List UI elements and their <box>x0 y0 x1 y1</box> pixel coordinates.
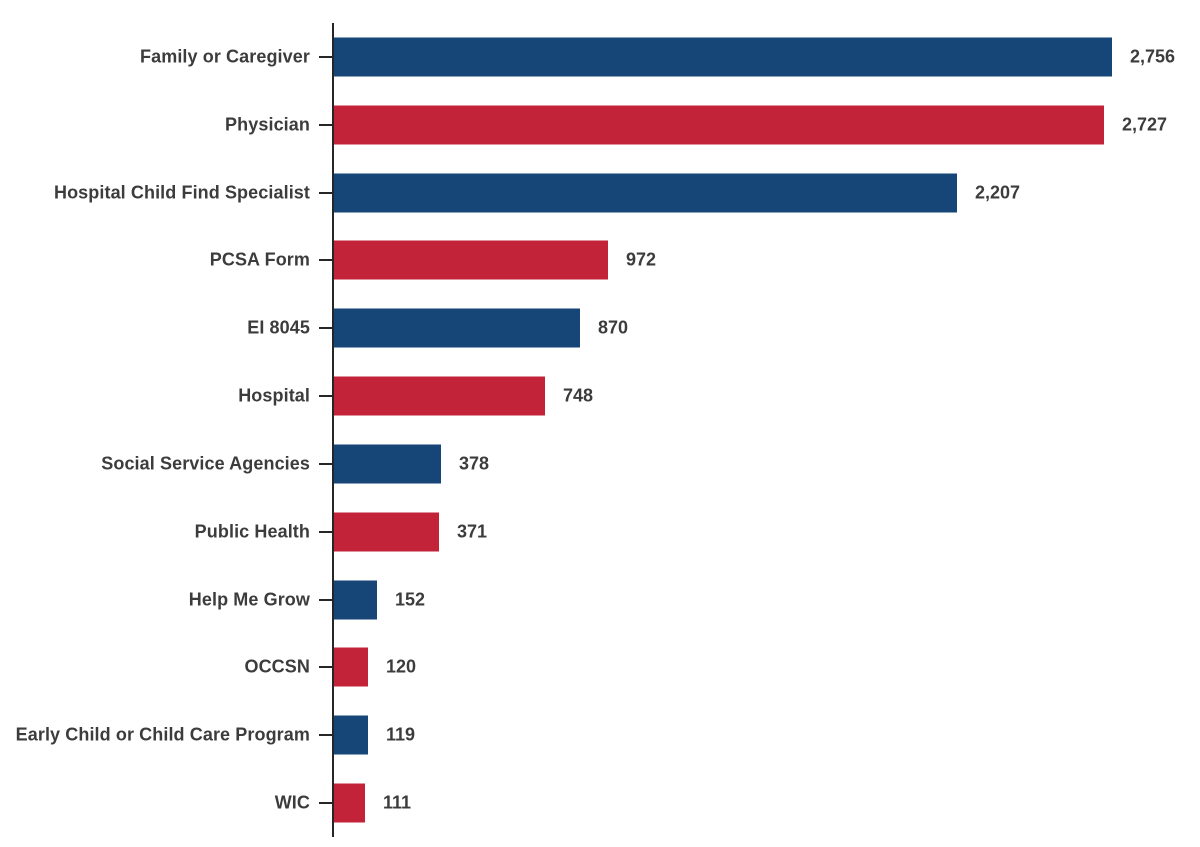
chart-row: Family or Caregiver 2,756 <box>0 23 1200 91</box>
y-axis-line <box>332 23 334 837</box>
category-label: WIC <box>274 792 310 813</box>
value-label: 152 <box>395 589 426 610</box>
axis-tick <box>319 191 332 194</box>
chart-row: Hospital Child Find Specialist 2,207 <box>0 159 1200 227</box>
axis-tick <box>319 734 332 737</box>
bar <box>334 580 377 620</box>
category-label: EI 8045 <box>247 317 310 338</box>
chart-row: EI 8045 870 <box>0 294 1200 362</box>
bar <box>334 37 1112 77</box>
value-label: 120 <box>386 656 417 677</box>
chart-row: Hospital 748 <box>0 362 1200 430</box>
bar <box>334 715 368 755</box>
value-label: 111 <box>383 792 412 813</box>
chart-row: WIC 111 <box>0 769 1200 837</box>
value-label: 371 <box>457 521 488 542</box>
chart-row: Physician 2,727 <box>0 91 1200 159</box>
value-label: 2,756 <box>1130 46 1176 67</box>
axis-tick <box>319 598 332 601</box>
category-label: PCSA Form <box>209 249 310 270</box>
value-label: 972 <box>626 249 657 270</box>
chart-row: Help Me Grow 152 <box>0 566 1200 634</box>
plot-area: Family or Caregiver 2,756 Physician 2,727 Ho… <box>0 23 1200 837</box>
axis-tick <box>319 123 332 126</box>
axis-tick <box>319 802 332 805</box>
category-label: Social Service Agencies <box>101 453 310 474</box>
chart-row: Social Service Agencies 378 <box>0 430 1200 498</box>
value-label: 748 <box>563 385 594 406</box>
chart-row: Early Child or Child Care Program 119 <box>0 701 1200 769</box>
bar-rows-container: Family or Caregiver 2,756 Physician 2,727 Ho… <box>0 23 1200 837</box>
axis-tick <box>319 666 332 669</box>
chart-row: OCCSN 120 <box>0 633 1200 701</box>
category-label: Physician <box>225 114 310 135</box>
bar <box>334 376 545 416</box>
axis-tick <box>319 530 332 533</box>
category-label: Public Health <box>194 521 310 542</box>
bar <box>334 308 580 348</box>
value-label: 870 <box>598 317 629 338</box>
bar <box>334 512 439 552</box>
value-label: 2,207 <box>975 182 1021 203</box>
axis-tick <box>319 327 332 330</box>
chart-row: PCSA Form 972 <box>0 226 1200 294</box>
axis-tick <box>319 395 332 398</box>
bar <box>334 105 1104 145</box>
bar <box>334 173 957 213</box>
category-label: OCCSN <box>244 656 310 677</box>
category-label: Early Child or Child Care Program <box>15 724 310 745</box>
bar <box>334 783 365 823</box>
category-label: Help Me Grow <box>188 589 310 610</box>
bar <box>334 647 368 687</box>
bar <box>334 444 441 484</box>
axis-tick <box>319 55 332 58</box>
category-label: Hospital Child Find Specialist <box>53 182 310 203</box>
value-label: 119 <box>386 724 416 745</box>
axis-tick <box>319 462 332 465</box>
bar <box>334 240 608 280</box>
axis-tick <box>319 259 332 262</box>
category-label: Family or Caregiver <box>140 46 310 67</box>
chart-row: Public Health 371 <box>0 498 1200 566</box>
value-label: 378 <box>459 453 490 474</box>
value-label: 2,727 <box>1122 114 1168 135</box>
category-label: Hospital <box>238 385 310 406</box>
